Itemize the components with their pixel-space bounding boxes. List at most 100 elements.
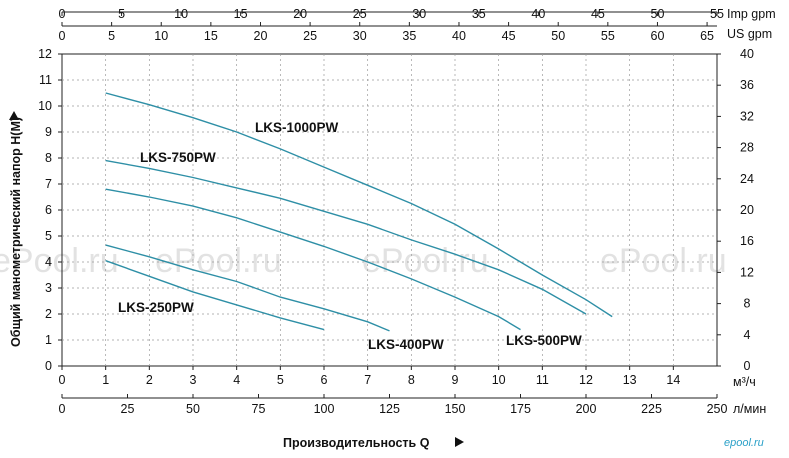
y-right-tick-label: 4	[744, 328, 751, 342]
brand-logo: epool.ru	[724, 437, 764, 449]
lpm-tick-label: 0	[59, 402, 66, 416]
x-tick-label: 11	[536, 373, 549, 387]
top-tick-label: 25	[303, 29, 317, 43]
y-axis-title: Общий манометрический напор H(M)	[9, 117, 23, 347]
x-tick-label: 2	[146, 373, 153, 387]
top-tick-label: 45	[591, 7, 605, 21]
series-lines	[105, 92, 613, 332]
y-right-tick-label: 20	[740, 203, 754, 217]
top-tick-label: 50	[551, 29, 565, 43]
top-tick-label: 65	[700, 29, 714, 43]
y-right-tick-label: 0	[744, 359, 751, 373]
y-tick-label: 3	[45, 281, 52, 295]
top-tick-label: 0	[59, 7, 66, 21]
y-tick-label: 4	[45, 255, 52, 269]
lpm-tick-label: 75	[252, 402, 266, 416]
top-tick-label: 30	[412, 7, 426, 21]
x-axis-arrow-icon	[455, 437, 464, 447]
us-gpm-unit: US gpm	[727, 27, 772, 41]
series-label-lks-250pw: LKS-250PW	[118, 300, 194, 315]
x-tick-label: 14	[666, 373, 680, 387]
lpm-tick-label: 25	[121, 402, 135, 416]
y-tick-label: 10	[38, 99, 52, 113]
y-tick-label: 12	[38, 47, 52, 61]
top-tick-label: 15	[234, 7, 248, 21]
lpm-unit: л/мин	[733, 402, 766, 416]
top-tick-label: 5	[108, 29, 115, 43]
top-tick-label: 30	[353, 29, 367, 43]
series-label-lks-1000pw: LKS-1000PW	[255, 120, 339, 135]
y-axis-arrow-icon	[9, 111, 19, 120]
x-tick-label: 13	[623, 373, 637, 387]
lpm-tick-label: 125	[379, 402, 400, 416]
series-line-lks-400pw	[105, 244, 390, 332]
lpm-tick-label: 225	[641, 402, 662, 416]
lpm-tick-label: 150	[445, 402, 466, 416]
watermark-text: ePool.ru	[0, 242, 119, 280]
watermarks: ePool.ru ePool.ru ePool.ru ePool.ru	[0, 242, 727, 280]
top-tick-label: 45	[502, 29, 516, 43]
top-tick-label: 55	[710, 7, 724, 21]
top-tick-label: 20	[293, 7, 307, 21]
lpm-tick-label: 50	[186, 402, 200, 416]
top-tick-label: 60	[651, 29, 665, 43]
y-right-tick-label: 36	[740, 78, 754, 92]
top-tick-label: 55	[601, 29, 615, 43]
grid-lines	[62, 54, 717, 366]
top-tick-label: 5	[118, 7, 125, 21]
x-tick-label: 4	[233, 373, 240, 387]
lpm-tick-label: 250	[707, 402, 728, 416]
watermark-text: ePool.ru	[600, 242, 727, 280]
y-right-tick-label: 40	[740, 47, 754, 61]
watermark-text: ePool.ru	[362, 242, 489, 280]
x-tick-label: 1	[102, 373, 109, 387]
series-line-lks-500pw	[105, 188, 521, 331]
series-label-lks-500pw: LKS-500PW	[506, 333, 582, 348]
y-tick-label: 7	[45, 177, 52, 191]
x-tick-label: 6	[321, 373, 328, 387]
top-tick-label: 20	[254, 29, 268, 43]
y-right-tick-label: 28	[740, 141, 754, 155]
y-right-tick-label: 16	[740, 234, 754, 248]
watermark-text: ePool.ru	[155, 242, 282, 280]
x-tick-label: 5	[277, 373, 284, 387]
x-tick-label: 7	[364, 373, 371, 387]
x-tick-label: 10	[492, 373, 506, 387]
x-tick-label: 3	[190, 373, 197, 387]
y-right-tick-label: 12	[740, 265, 754, 279]
lpm-tick-label: 100	[314, 402, 335, 416]
lpm-tick-label: 200	[576, 402, 597, 416]
x-tick-label: 8	[408, 373, 415, 387]
x-tick-label: 9	[452, 373, 459, 387]
m3h-unit: м³/ч	[733, 375, 756, 389]
y-tick-label: 8	[45, 151, 52, 165]
lpm-tick-label: 175	[510, 402, 531, 416]
x-tick-label: 0	[59, 373, 66, 387]
x-tick-label: 12	[579, 373, 593, 387]
top-tick-label: 35	[402, 29, 416, 43]
top-tick-label: 15	[204, 29, 218, 43]
y-tick-label: 0	[45, 359, 52, 373]
series-line-lks-1000pw	[105, 92, 613, 318]
series-line-lks-750pw	[105, 159, 587, 315]
series-label-lks-750pw: LKS-750PW	[140, 150, 216, 165]
y-tick-label: 6	[45, 203, 52, 217]
imp-gpm-unit: Imp gpm	[727, 7, 776, 21]
x-axis-title: Производительность Q	[283, 436, 430, 450]
top-tick-label: 10	[154, 29, 168, 43]
y-tick-label: 11	[39, 73, 52, 87]
y-right-tick-label: 8	[744, 297, 751, 311]
y-tick-label: 1	[45, 333, 52, 347]
top-tick-label: 35	[472, 7, 486, 21]
top-tick-label: 25	[353, 7, 367, 21]
series-line-lks-250pw	[105, 260, 325, 331]
top-tick-label: 10	[174, 7, 188, 21]
y-right-tick-label: 24	[740, 172, 754, 186]
y-tick-label: 2	[45, 307, 52, 321]
top-tick-label: 40	[531, 7, 545, 21]
top-tick-label: 50	[651, 7, 665, 21]
y-right-tick-label: 32	[740, 109, 754, 123]
top-tick-label: 40	[452, 29, 466, 43]
